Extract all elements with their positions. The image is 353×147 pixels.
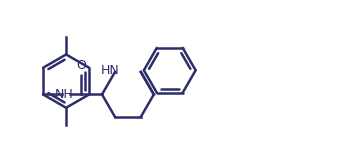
Text: O: O [76,59,86,72]
Text: NH: NH [55,88,74,101]
Text: HN: HN [101,64,120,77]
